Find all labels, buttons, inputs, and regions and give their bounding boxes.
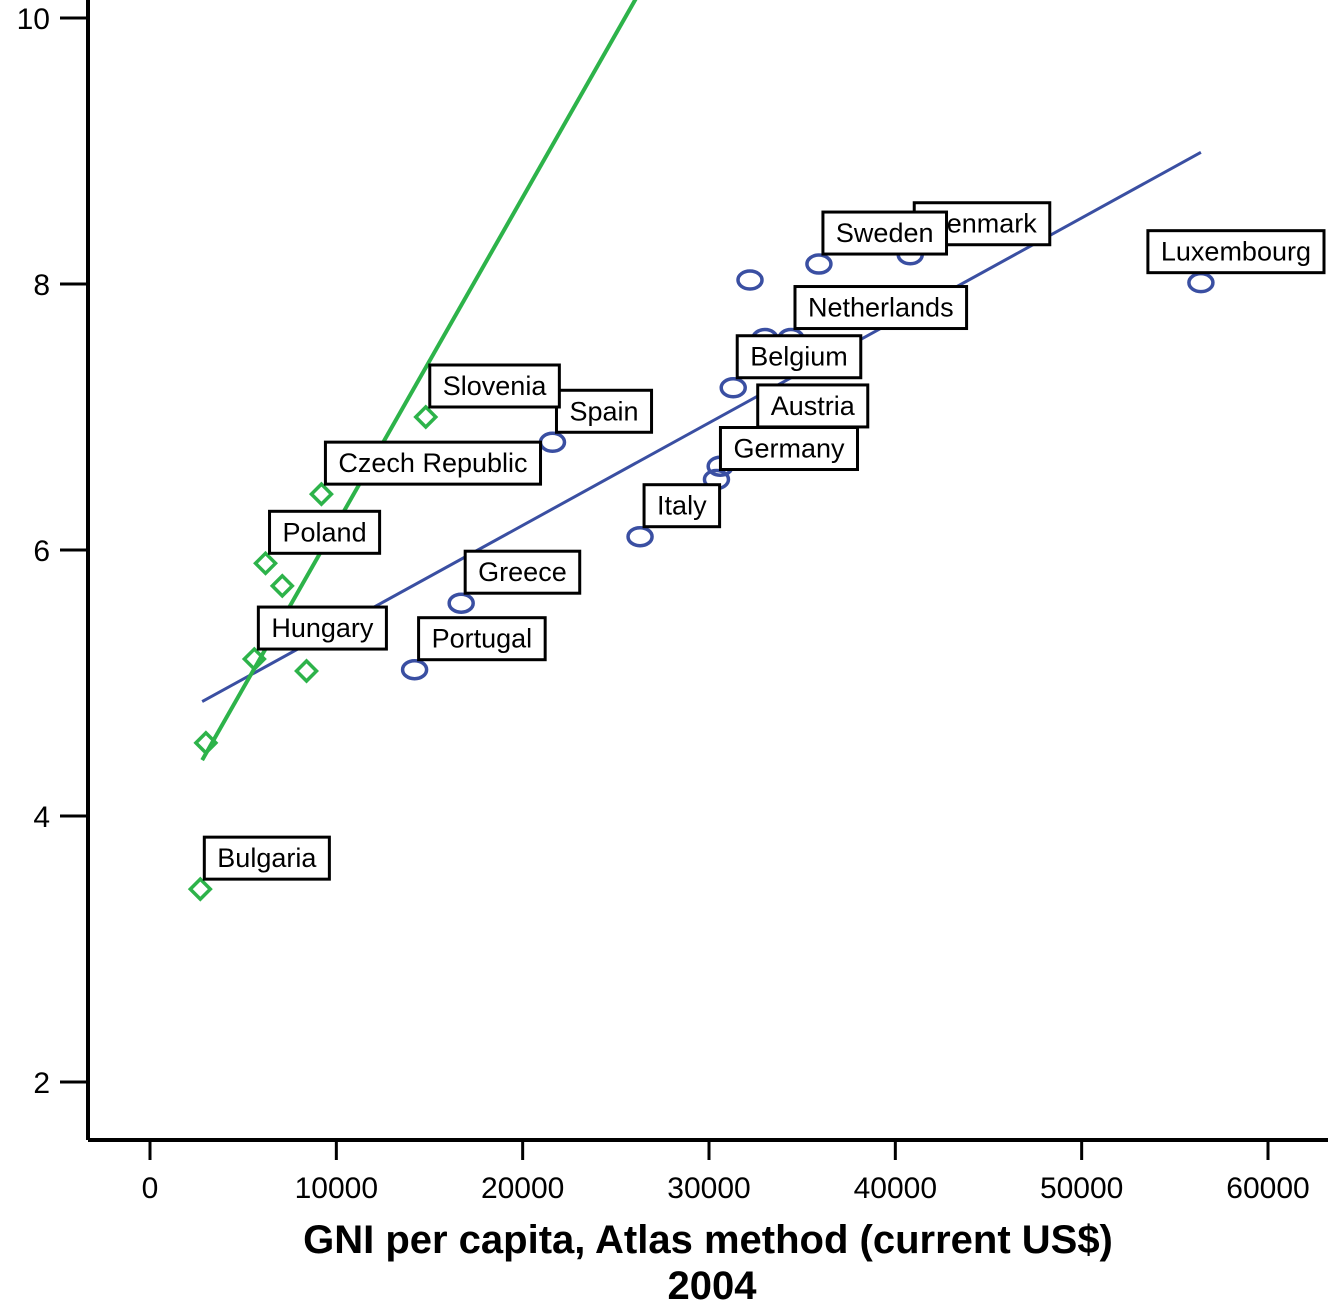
point-label: Portugal: [417, 616, 547, 662]
data-point-diamond: [269, 573, 295, 599]
point-label-box: [202, 835, 331, 881]
x-tick-label: 40000: [854, 1172, 937, 1205]
point-label-box: [821, 210, 949, 256]
point-label: Czech Republic: [323, 440, 543, 486]
point-label: Bulgaria: [202, 835, 331, 881]
point-label-box: [417, 616, 547, 662]
point-label-text: Austria: [771, 391, 856, 421]
point-label: Italy: [642, 483, 722, 529]
point-label-box: [735, 334, 863, 380]
point-label-text: Belgium: [750, 342, 848, 372]
point-label: Slovenia: [428, 363, 561, 409]
point-label: Spain: [554, 388, 654, 434]
data-point-circle: [626, 525, 654, 548]
data-point-diamond: [294, 658, 319, 684]
point-label-text: Germany: [733, 434, 845, 464]
x-axis-title-line-2: 2004: [668, 1264, 758, 1304]
data-point-diamond: [193, 730, 219, 756]
point-label-text: Greece: [478, 557, 567, 587]
point-label: Luxembourg: [1146, 229, 1326, 275]
point-label-text: Luxembourg: [1161, 237, 1311, 267]
point-label-box: [756, 383, 870, 429]
data-point-diamond: [187, 876, 213, 902]
data-point-circle: [1187, 271, 1215, 294]
point-label-text: Poland: [283, 517, 367, 547]
data-point-circle: [805, 253, 833, 275]
data-point-diamond: [413, 404, 439, 430]
point-label-box: [256, 605, 388, 651]
point-label-text: Czech Republic: [338, 448, 527, 478]
data-point-circle: [719, 376, 747, 399]
data-point-circle: [538, 431, 567, 454]
point-label-text: Italy: [657, 491, 707, 521]
x-tick-label: 0: [142, 1172, 159, 1205]
data-point-diamond: [308, 481, 334, 507]
data-point-diamond: [241, 646, 267, 672]
point-label: Hungary: [256, 605, 388, 651]
y-tick-label: 2: [33, 1067, 50, 1100]
point-label-box: [1146, 229, 1326, 275]
point-label-box: [554, 388, 654, 434]
x-tick-label: 50000: [1040, 1172, 1123, 1205]
y-tick-label: 8: [33, 269, 50, 302]
point-label-text: Slovenia: [443, 371, 548, 401]
data-point-diamond: [253, 550, 279, 576]
x-axis-title-line-1: GNI per capita, Atlas method (current US…: [303, 1218, 1113, 1262]
y-tick-label: 4: [33, 801, 50, 834]
data-point-circle: [736, 269, 764, 291]
point-label: Sweden: [821, 210, 949, 256]
point-label-box: [428, 363, 561, 409]
point-label-box: [463, 549, 582, 595]
point-label-box: [718, 426, 860, 472]
data-point-circle: [447, 592, 475, 614]
point-label: Austria: [756, 383, 870, 429]
x-tick-label: 60000: [1226, 1172, 1309, 1205]
y-tick-label: 6: [33, 535, 50, 568]
point-label: Greece: [463, 549, 582, 595]
point-label-box: [642, 483, 722, 529]
x-tick-label: 20000: [481, 1172, 564, 1205]
point-label-text: Hungary: [271, 613, 374, 643]
point-label: Poland: [268, 509, 382, 555]
point-label: Germany: [718, 426, 860, 472]
point-label-text: Portugal: [432, 624, 533, 654]
point-label-text: Sweden: [836, 218, 934, 248]
point-label-text: Spain: [569, 396, 638, 426]
data-point-circle: [400, 658, 429, 681]
x-tick-label: 30000: [667, 1172, 750, 1205]
point-label: Netherlands: [793, 285, 969, 331]
point-label-text: Bulgaria: [217, 843, 317, 873]
point-label-box: [323, 440, 543, 486]
y-tick-label: 10: [17, 3, 50, 36]
point-label: Belgium: [735, 334, 863, 380]
point-label-box: [268, 509, 382, 555]
point-label-box: [793, 285, 969, 331]
x-tick-label: 10000: [295, 1172, 378, 1205]
point-label-text: Netherlands: [808, 293, 954, 323]
